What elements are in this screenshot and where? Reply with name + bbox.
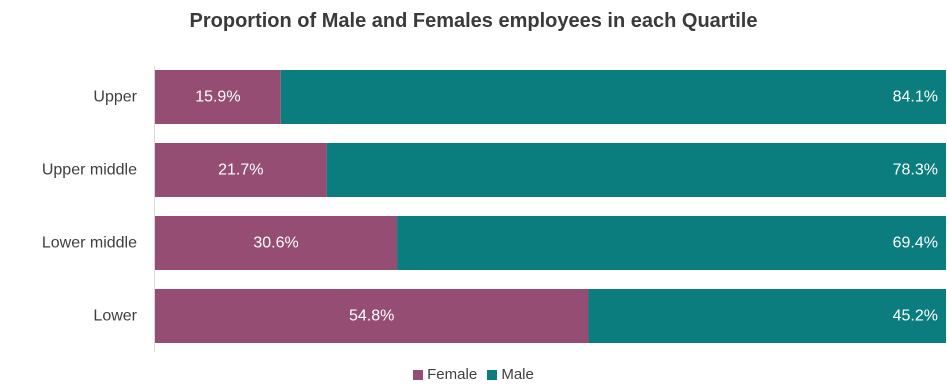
category-label: Upper middle [42, 162, 137, 179]
bar-male [588, 289, 946, 343]
bar-male [280, 70, 946, 124]
legend-item-male: Male [487, 366, 534, 383]
labels-group: Upper 15.9% 84.1% Upper middle 21.7% 78.3% Low… [42, 89, 938, 325]
bar-female [155, 143, 327, 197]
data-label-female: 15.9% [195, 89, 240, 106]
legend-swatch-male [487, 369, 498, 380]
category-label: Lower middle [42, 235, 137, 252]
bar-female [155, 70, 281, 124]
bar-male [326, 143, 947, 197]
legend-label-male: Male [501, 366, 534, 383]
data-label-female: 21.7% [218, 162, 263, 179]
bars-group [155, 70, 947, 343]
chart-title: Proportion of Male and Females employees… [189, 10, 758, 32]
data-label-male: 78.3% [893, 162, 938, 179]
bar-male [397, 216, 946, 270]
legend-label-female: Female [427, 366, 478, 383]
bar-female [155, 216, 398, 270]
legend-swatch-female [413, 369, 424, 380]
data-label-female: 30.6% [253, 235, 298, 252]
bar-female [155, 289, 589, 343]
legend: Female Male [0, 366, 947, 384]
data-label-female: 54.8% [349, 308, 394, 325]
data-label-male: 69.4% [893, 235, 938, 252]
category-label: Upper [93, 89, 137, 106]
category-label: Lower [93, 308, 137, 325]
data-label-male: 84.1% [893, 89, 938, 106]
data-label-male: 45.2% [893, 308, 938, 325]
legend-item-female: Female [413, 366, 477, 383]
